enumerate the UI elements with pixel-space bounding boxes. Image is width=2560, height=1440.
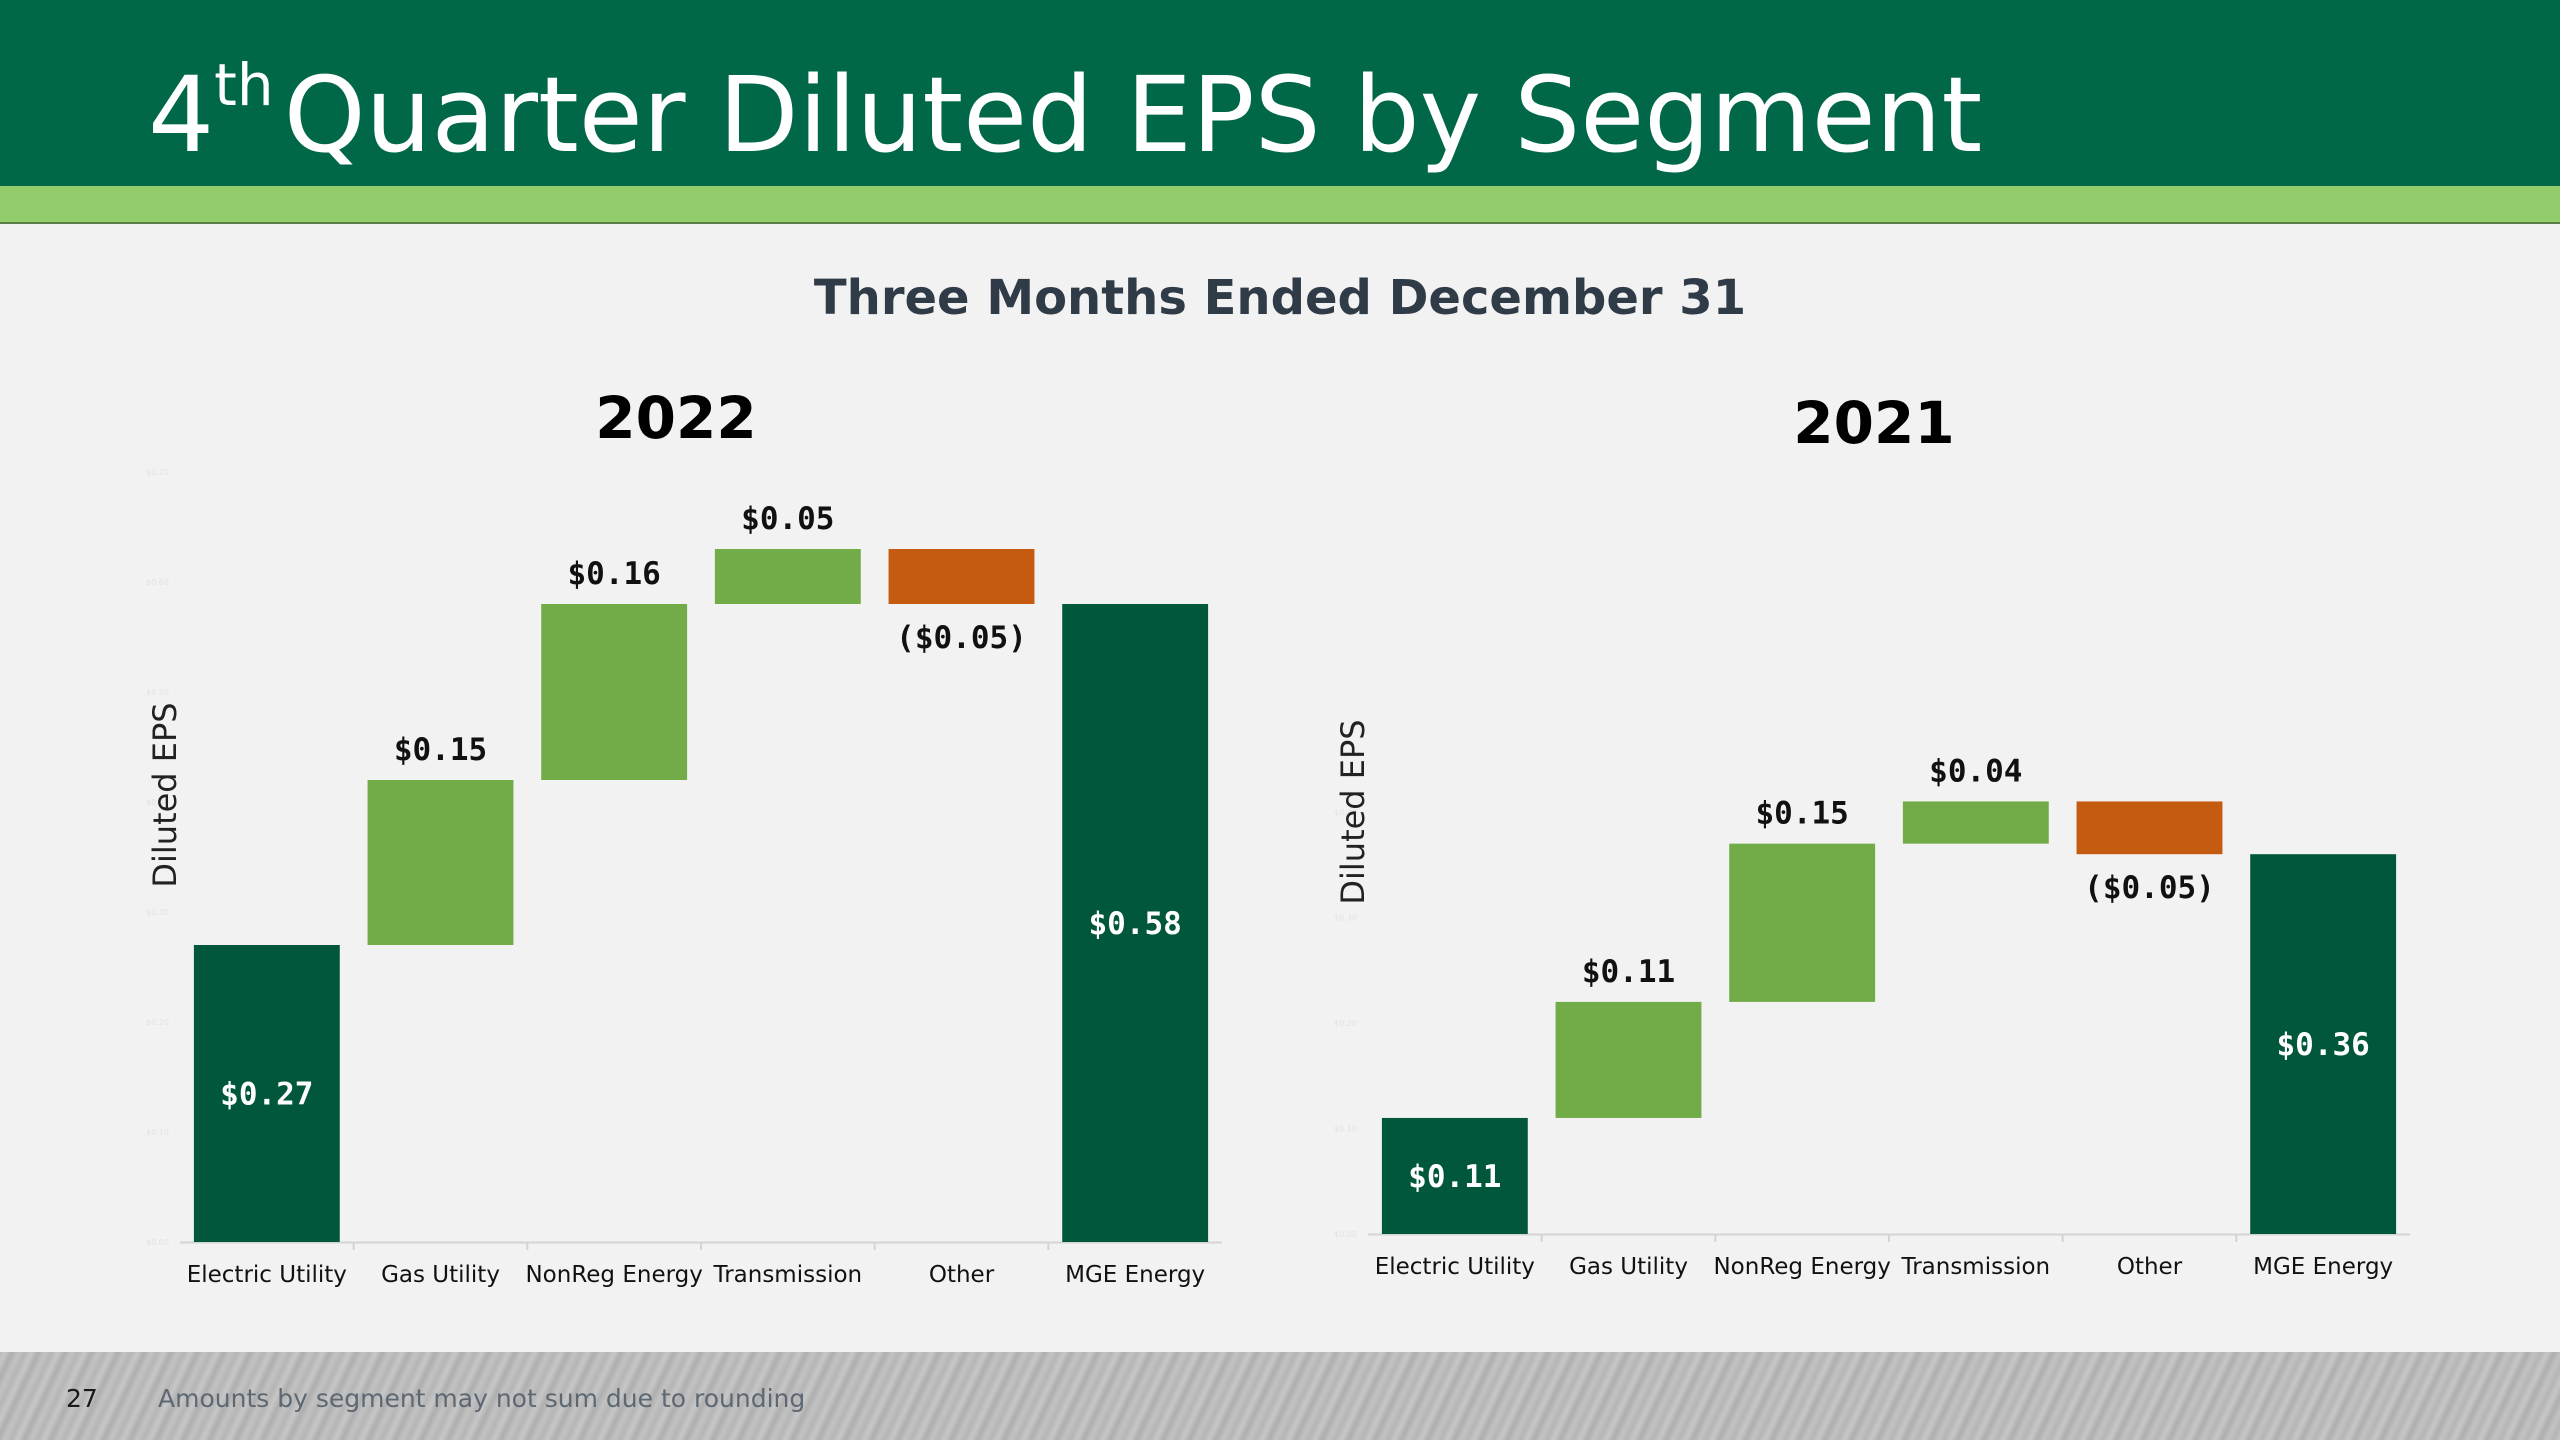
data-label-nonreg-energy: $0.16 bbox=[568, 556, 661, 592]
y-axis-label: Diluted EPS bbox=[1334, 719, 1372, 904]
y-tick-label: $0.00 bbox=[1334, 1230, 1357, 1239]
waterfall-charts: $0.00 $0.10 $0.20 $0.30 $0.40 $0.50 $0.60 $0.70… bbox=[146, 384, 2410, 1288]
data-label-mge-energy: $0.58 bbox=[1089, 906, 1182, 942]
header-bar bbox=[0, 0, 2560, 186]
bar-nonreg-energy bbox=[541, 604, 688, 780]
y-tick-label: $0.20 bbox=[1334, 1019, 1357, 1028]
y-tick-label: $0.00 bbox=[146, 1238, 169, 1247]
bar-gas-utility bbox=[1555, 1001, 1702, 1118]
category-label-transmission: Transmission bbox=[1901, 1254, 2051, 1280]
data-label-nonreg-energy: $0.15 bbox=[1756, 796, 1849, 832]
bar-transmission bbox=[714, 549, 861, 604]
bar-other bbox=[888, 549, 1035, 604]
title-superscript: th bbox=[214, 51, 274, 119]
category-label-mge-energy: MGE Energy bbox=[1065, 1262, 1205, 1288]
y-tick-label: $0.40 bbox=[1334, 808, 1357, 817]
data-label-other: ($0.05) bbox=[2084, 870, 2215, 906]
bar-other bbox=[2076, 801, 2223, 855]
bar-transmission bbox=[1902, 801, 2049, 844]
footer-bar bbox=[0, 1352, 2560, 1440]
data-label-transmission: $0.05 bbox=[741, 501, 834, 537]
chart-subtitle: Three Months Ended December 31 bbox=[813, 270, 1747, 326]
category-label-nonreg-energy: NonReg Energy bbox=[525, 1262, 702, 1288]
category-label-mge-energy: MGE Energy bbox=[2253, 1254, 2393, 1280]
y-tick-label: $0.20 bbox=[146, 1018, 169, 1027]
y-tick-label: $0.30 bbox=[146, 908, 169, 917]
category-label-gas-utility: Gas Utility bbox=[381, 1262, 500, 1288]
slide-title: 4thQuarter Diluted EPS by Segment bbox=[148, 56, 1982, 167]
data-label-transmission: $0.04 bbox=[1929, 753, 2022, 789]
footnote: Amounts by segment may not sum due to ro… bbox=[158, 1384, 806, 1413]
y-tick-label: $0.70 bbox=[146, 468, 169, 477]
category-label-gas-utility: Gas Utility bbox=[1569, 1254, 1688, 1280]
y-tick-label: $0.50 bbox=[146, 688, 169, 697]
chart-title-2022: 2022 bbox=[595, 384, 756, 452]
category-label-other: Other bbox=[929, 1262, 995, 1288]
data-label-gas-utility: $0.15 bbox=[394, 732, 487, 768]
category-label-electric-utility: Electric Utility bbox=[1375, 1254, 1535, 1280]
category-label-other: Other bbox=[2117, 1254, 2183, 1280]
y-axis-label: Diluted EPS bbox=[146, 702, 184, 887]
category-label-transmission: Transmission bbox=[713, 1262, 863, 1288]
bar-nonreg-energy bbox=[1729, 843, 1876, 1002]
bar-mge-energy bbox=[2250, 854, 2397, 1234]
category-label-nonreg-energy: NonReg Energy bbox=[1713, 1254, 1890, 1280]
data-label-other: ($0.05) bbox=[896, 620, 1027, 656]
data-label-electric-utility: $0.11 bbox=[1408, 1159, 1501, 1195]
bar-electric-utility bbox=[193, 945, 340, 1242]
chart-title-2021: 2021 bbox=[1793, 389, 1954, 457]
category-label-electric-utility: Electric Utility bbox=[187, 1262, 347, 1288]
bar-electric-utility bbox=[1381, 1117, 1528, 1234]
title-main: Quarter Diluted EPS by Segment bbox=[283, 54, 1983, 176]
header-accent-stripe bbox=[0, 186, 2560, 224]
data-label-mge-energy: $0.36 bbox=[2277, 1027, 2370, 1063]
y-tick-label: $0.10 bbox=[146, 1128, 169, 1137]
y-tick-label: $0.30 bbox=[1334, 914, 1357, 923]
y-tick-label: $0.60 bbox=[146, 578, 169, 587]
bar-mge-energy bbox=[1062, 604, 1209, 1242]
y-tick-label: $0.40 bbox=[146, 798, 169, 807]
y-tick-label: $0.10 bbox=[1334, 1125, 1357, 1134]
title-prefix: 4 bbox=[148, 54, 215, 176]
bar-gas-utility bbox=[367, 780, 514, 945]
page-number: 27 bbox=[66, 1384, 98, 1413]
data-label-gas-utility: $0.11 bbox=[1582, 954, 1675, 990]
data-label-electric-utility: $0.27 bbox=[220, 1077, 313, 1113]
